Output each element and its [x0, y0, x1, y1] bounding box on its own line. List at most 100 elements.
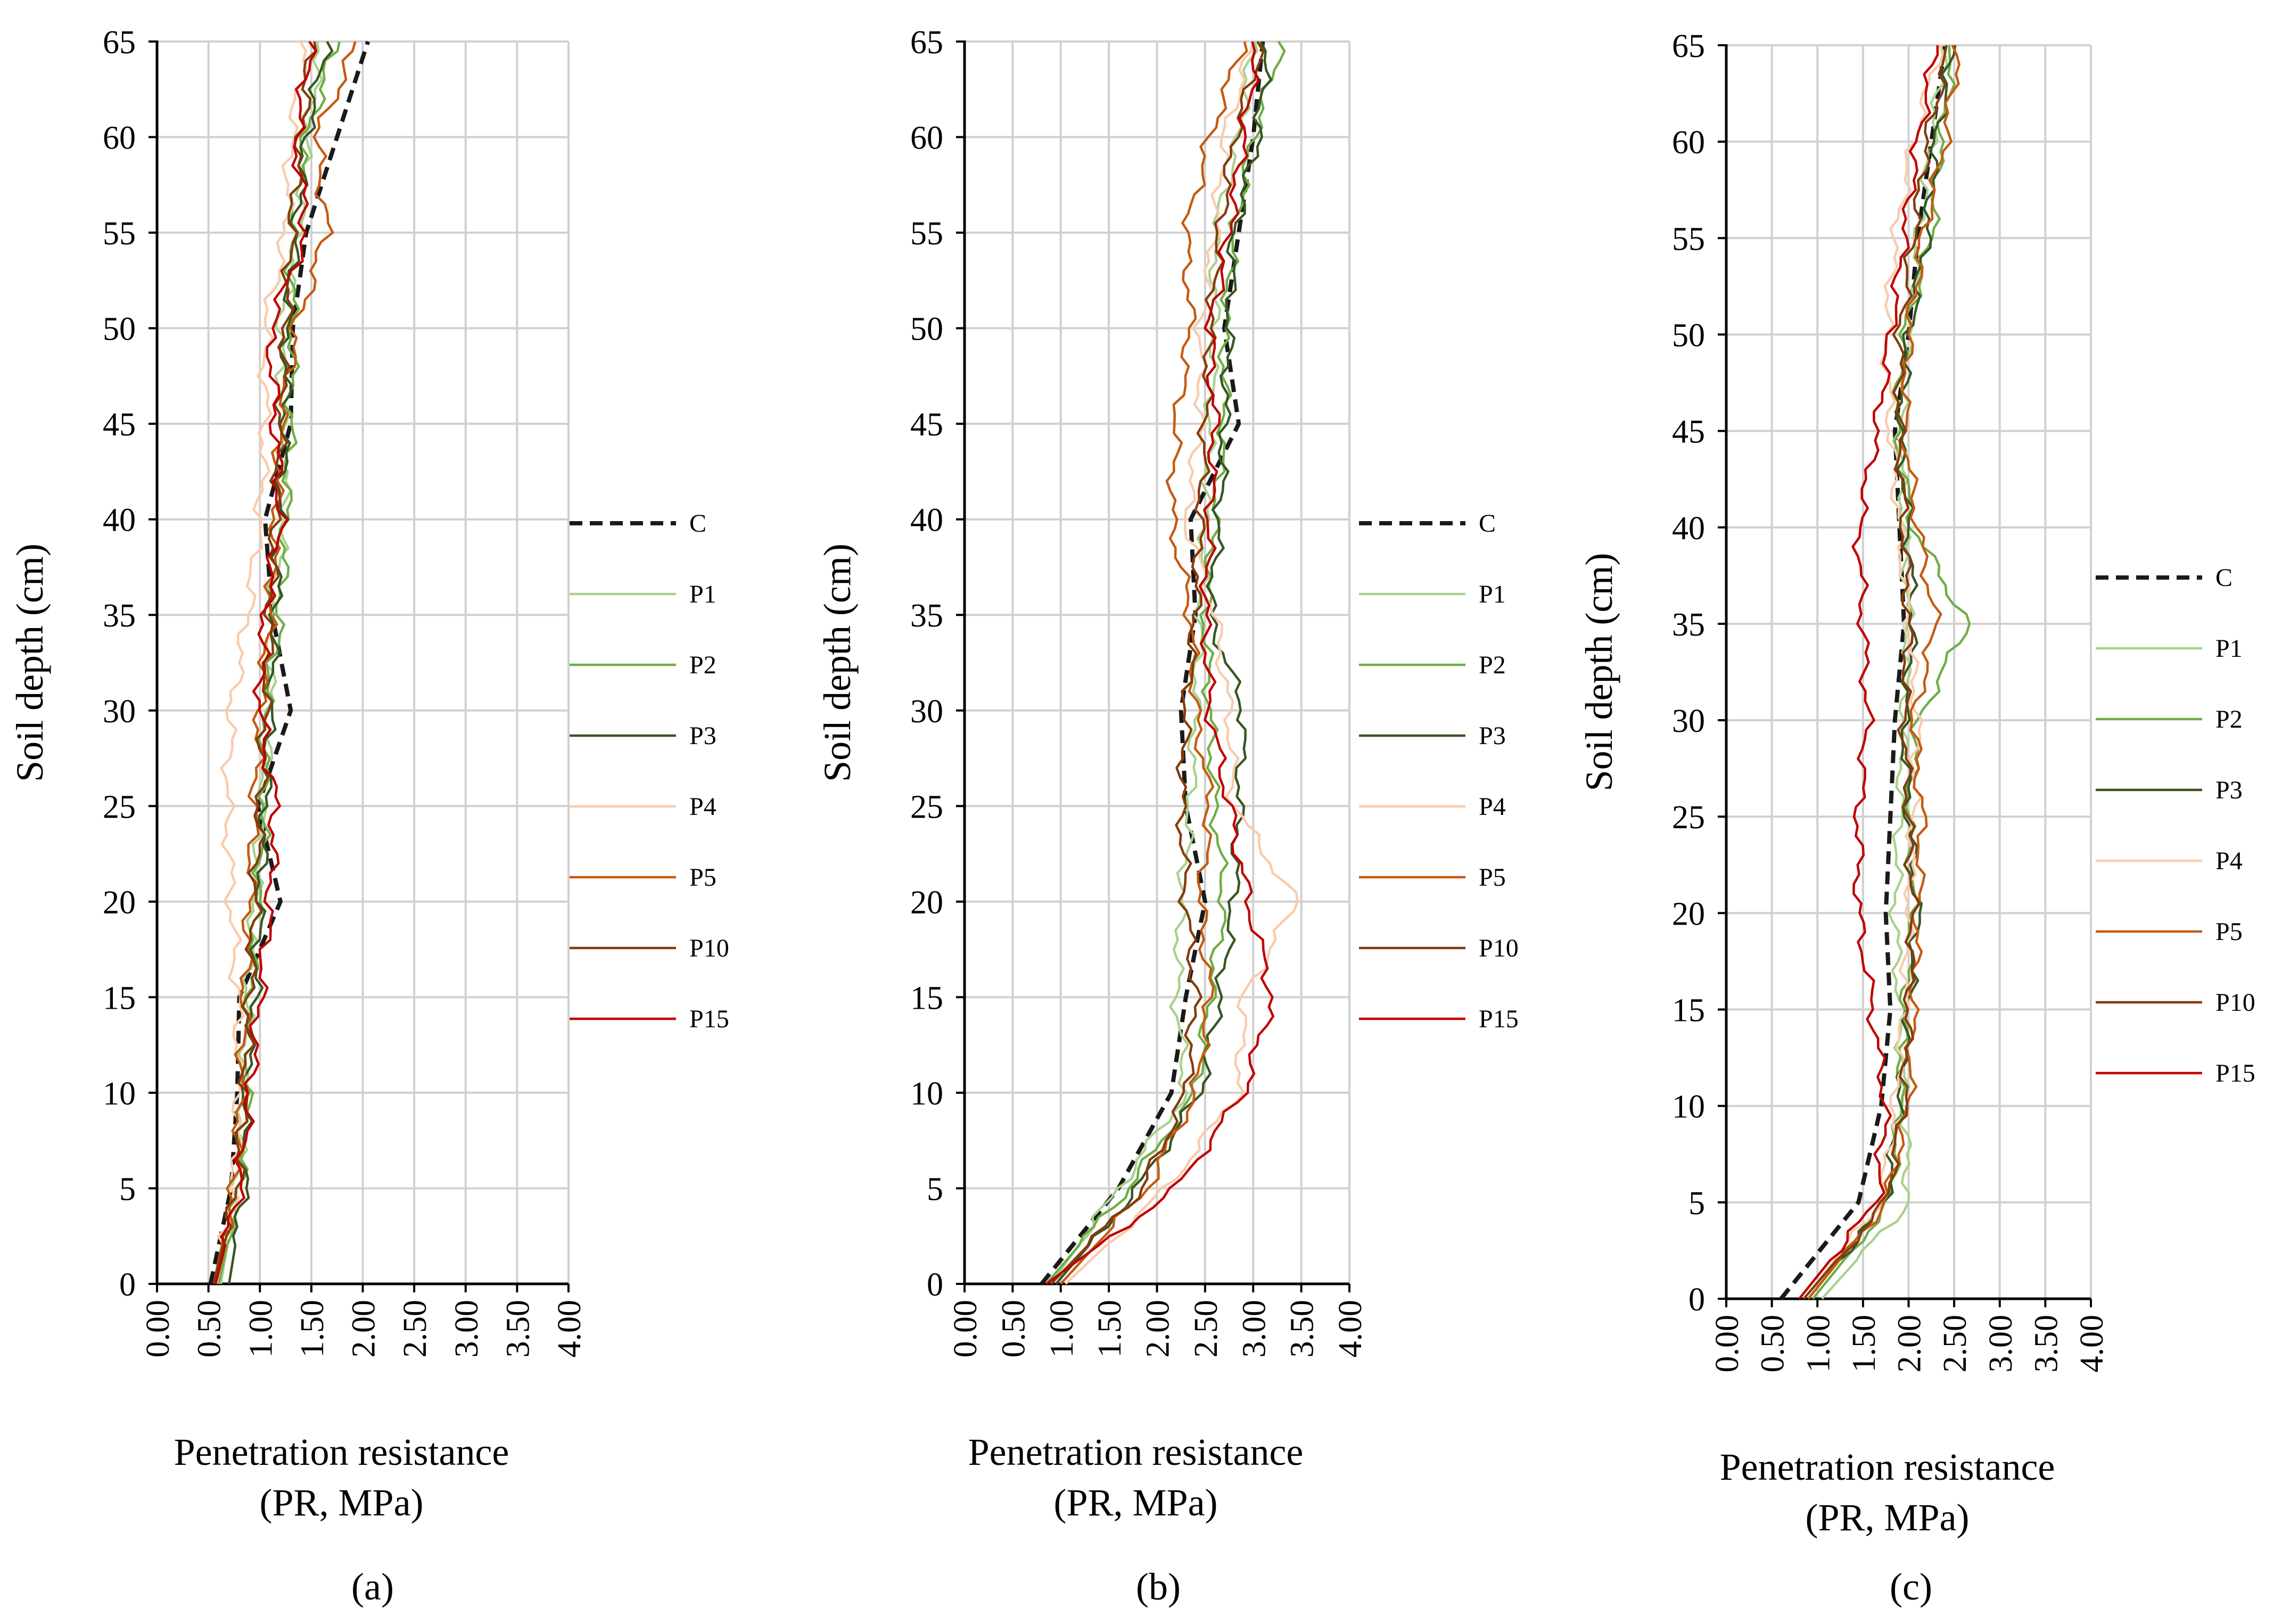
x-tick-label: 0.50 [192, 1300, 228, 1358]
x-tick-label: 1.50 [1092, 1300, 1128, 1358]
y-tick-label: 55 [1672, 221, 1705, 257]
y-tick-label: 55 [910, 216, 943, 252]
y-tick-label: 25 [910, 789, 943, 825]
x-axis-title-line1: Penetration resistance [968, 1431, 1304, 1473]
legend-label-p1: P1 [1479, 580, 1506, 608]
x-tick-label: 0.00 [1709, 1315, 1745, 1373]
y-tick-label: 0 [119, 1267, 136, 1303]
x-tick-label: 0.00 [140, 1300, 176, 1358]
legend-label-p1: P1 [2215, 634, 2243, 663]
legend-label-p5: P5 [1479, 863, 1506, 892]
x-tick-label: 0.00 [948, 1300, 984, 1358]
chart-panel-2: 0 5 10 15 20 25 30 35 40 45 50 55 60 65 0.00 0.50 1.00 1.… [816, 24, 1519, 1608]
y-tick-label: 25 [103, 789, 136, 825]
series-line-p2 [1045, 40, 1286, 1285]
legend-label-p15: P15 [689, 1005, 729, 1033]
x-tick-label: 3.50 [1284, 1300, 1321, 1358]
x-tick-label: 1.50 [1846, 1315, 1882, 1373]
x-tick-label: 3.50 [500, 1300, 536, 1358]
y-tick-label: 20 [103, 885, 136, 921]
y-tick-label: 0 [927, 1267, 943, 1303]
y-tick-label: 65 [103, 24, 136, 61]
y-tick-label: 60 [910, 120, 943, 156]
x-axis-title-line2: (PR, MPa) [1053, 1481, 1217, 1524]
x-tick-label: 2.50 [397, 1300, 433, 1358]
legend-label-p10: P10 [2215, 988, 2255, 1017]
legend-label-p2: P2 [689, 651, 716, 679]
series-line-p3 [1055, 40, 1272, 1285]
y-tick-label: 60 [1672, 125, 1705, 161]
y-tick-label: 50 [910, 311, 943, 348]
x-tick-label: 4.00 [2074, 1315, 2110, 1373]
legend-label-p3: P3 [689, 722, 716, 750]
y-tick-label: 0 [1688, 1282, 1705, 1318]
y-axis-title: Soil depth (cm) [9, 543, 51, 782]
legend-label-p1: P1 [689, 580, 716, 608]
legend-label-p10: P10 [1479, 934, 1519, 962]
x-tick-label: 3.00 [449, 1300, 485, 1358]
x-axis-title-line2: (PR, MPa) [1805, 1496, 1969, 1539]
x-tick-label: 1.00 [243, 1300, 279, 1358]
y-tick-label: 45 [103, 407, 136, 443]
panel-label: (c) [1890, 1565, 1932, 1608]
y-tick-label: 10 [103, 1076, 136, 1112]
legend-label-c: C [1479, 509, 1496, 538]
legend-label-p2: P2 [2215, 705, 2243, 733]
y-tick-label: 5 [1688, 1185, 1705, 1222]
series-line-p4 [1802, 45, 1944, 1300]
legend: C P1 P2 P3 P4 P5 P10 P15 [2096, 564, 2255, 1087]
x-tick-label: 3.00 [1236, 1300, 1272, 1358]
legend-label-p5: P5 [2215, 918, 2243, 946]
legend-label-c: C [2215, 564, 2232, 592]
y-tick-label: 55 [103, 216, 136, 252]
series-line-p5 [1807, 45, 1960, 1300]
y-tick-label: 65 [910, 24, 943, 61]
y-tick-label: 20 [910, 885, 943, 921]
series-line-c [208, 40, 370, 1284]
series-line-p4 [1065, 41, 1299, 1285]
series-line-p2 [1811, 45, 1971, 1300]
x-tick-label: 2.50 [1937, 1315, 1973, 1373]
y-tick-label: 40 [103, 502, 136, 539]
y-tick-label: 50 [103, 311, 136, 348]
y-tick-label: 45 [1672, 414, 1705, 450]
y-tick-label: 40 [910, 502, 943, 539]
chart-panel-3: 0 5 10 15 20 25 30 35 40 45 50 55 60 65 0.00 0.50 1.00 1.… [1578, 28, 2255, 1608]
y-axis-title: Soil depth (cm) [1578, 553, 1620, 792]
series-lines [208, 40, 370, 1284]
x-tick-label: 1.00 [1800, 1315, 1836, 1373]
chart-panel-1: 0 5 10 15 20 25 30 35 40 45 50 55 60 65 0.00 0.50 1.00 1.… [9, 24, 729, 1608]
y-tick-label: 25 [1672, 799, 1705, 836]
legend-label-p3: P3 [1479, 722, 1506, 750]
legend-label-p15: P15 [1479, 1005, 1519, 1033]
series-line-c [1040, 41, 1265, 1285]
legend-label-p4: P4 [2215, 847, 2243, 875]
y-tick-label: 35 [1672, 607, 1705, 643]
y-tick-label: 65 [1672, 28, 1705, 64]
y-tick-label: 5 [119, 1171, 136, 1207]
series-line-p10 [1050, 40, 1265, 1285]
x-axis-title-line1: Penetration resistance [1720, 1446, 2055, 1488]
x-axis-title-line2: (PR, MPa) [259, 1481, 423, 1524]
panel-label: (a) [351, 1565, 394, 1608]
series-line-p3 [1807, 45, 1957, 1300]
series-line-p10 [1802, 45, 1948, 1300]
y-tick-label: 60 [103, 120, 136, 156]
y-tick-label: 50 [1672, 317, 1705, 353]
series-lines [1779, 44, 1971, 1300]
y-axis-title: Soil depth (cm) [816, 543, 859, 782]
series-line-p15 [1045, 41, 1275, 1285]
series-line-p15 [215, 40, 318, 1284]
legend-label-c: C [689, 509, 706, 538]
series-line-p15 [1798, 45, 1939, 1300]
x-tick-label: 4.00 [1332, 1300, 1369, 1358]
x-tick-label: 2.00 [1892, 1315, 1928, 1373]
y-tick-label: 35 [910, 598, 943, 634]
x-tick-label: 0.50 [995, 1300, 1032, 1358]
legend: C P1 P2 P3 P4 P5 P10 P15 [570, 509, 729, 1033]
legend-label-p5: P5 [689, 863, 716, 892]
series-lines [1040, 40, 1299, 1285]
x-axis-title-line1: Penetration resistance [174, 1431, 509, 1473]
